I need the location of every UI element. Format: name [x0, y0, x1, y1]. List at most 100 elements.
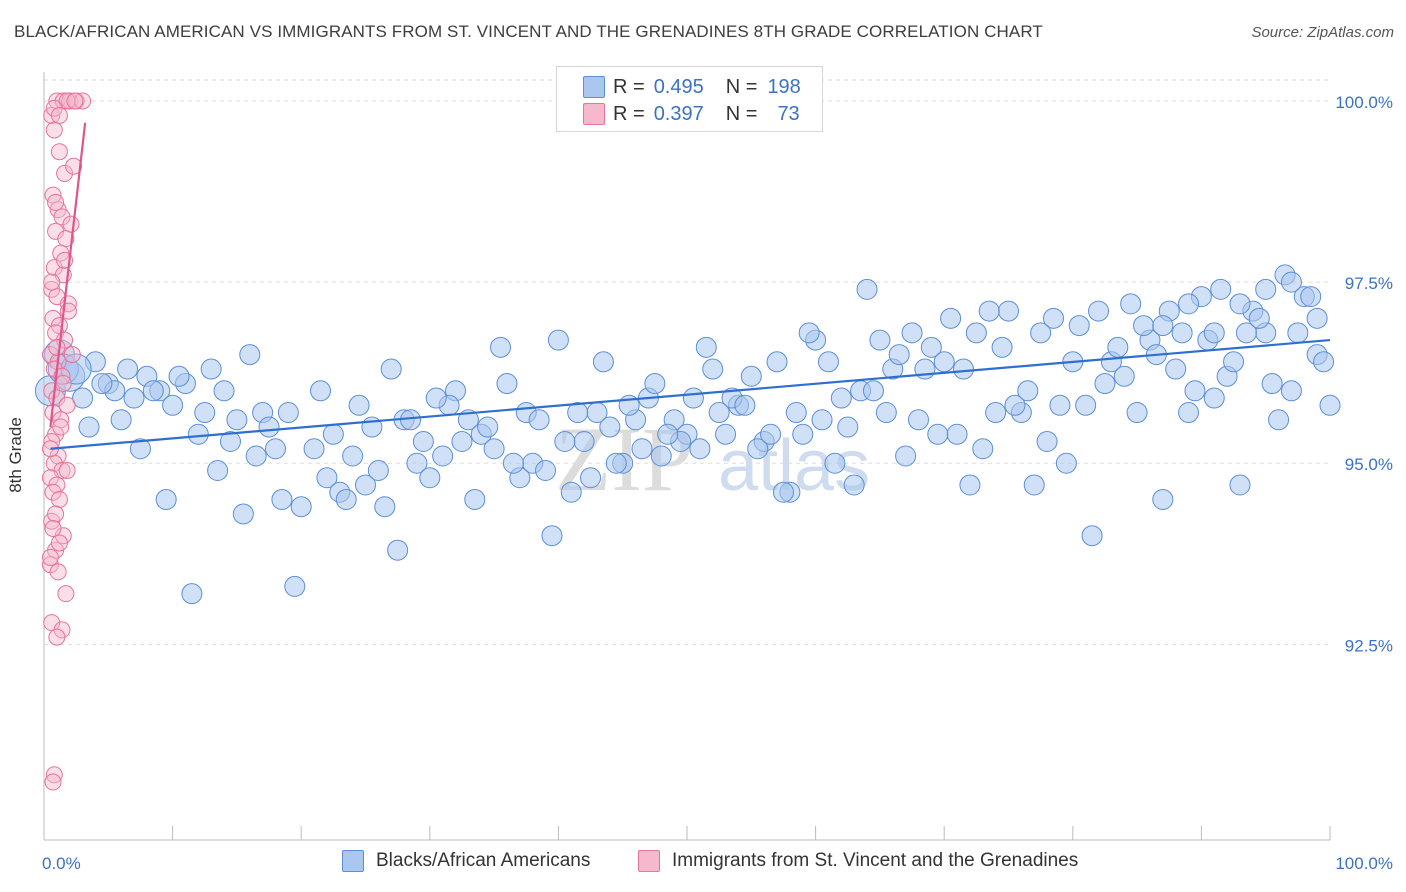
data-point-blacks: [226, 409, 248, 431]
data-point-blacks: [387, 539, 409, 561]
data-point-blacks: [541, 525, 563, 547]
data-point-immigrants: [45, 121, 63, 139]
data-point-blacks: [271, 488, 293, 510]
data-point-blacks: [1030, 322, 1052, 344]
data-point-blacks: [927, 423, 949, 445]
data-point-blacks: [219, 431, 241, 453]
data-point-immigrants: [50, 143, 68, 161]
data-point-blacks: [1120, 293, 1142, 315]
data-point-blacks: [168, 365, 190, 387]
data-point-immigrants: [62, 215, 80, 233]
data-point-blacks: [477, 416, 499, 438]
data-point-blacks: [1184, 380, 1206, 402]
data-point-blacks: [496, 373, 518, 395]
y-tick-label: 95.0%: [1345, 455, 1393, 474]
data-point-blacks: [303, 438, 325, 460]
data-point-blacks: [715, 423, 737, 445]
data-point-immigrants: [56, 164, 74, 182]
data-point-blacks: [650, 445, 672, 467]
data-point-blacks: [644, 373, 666, 395]
data-point-blacks: [1268, 409, 1290, 431]
data-point-blacks: [1165, 358, 1187, 380]
legend-r-label: R =: [613, 102, 645, 125]
data-point-blacks: [342, 445, 364, 467]
data-point-blacks: [817, 351, 839, 373]
grid-lines: [44, 79, 1330, 645]
legend-swatch-pink: [638, 850, 660, 872]
data-point-blacks: [1229, 474, 1251, 496]
data-point-immigrants: [50, 490, 68, 508]
data-point-blacks: [110, 409, 132, 431]
data-point-blacks: [432, 445, 454, 467]
data-point-blacks: [1203, 322, 1225, 344]
axes: [43, 72, 1331, 841]
data-point-blacks: [1280, 271, 1302, 293]
data-point-blacks: [1280, 380, 1302, 402]
data-point-blacks: [1055, 452, 1077, 474]
data-point-immigrants: [49, 563, 67, 581]
data-point-blacks: [875, 402, 897, 424]
data-point-immigrants: [50, 534, 68, 552]
trend-line-blacks: [50, 338, 1331, 450]
data-point-blacks: [207, 459, 229, 481]
data-point-blacks: [1203, 387, 1225, 409]
data-point-blacks: [580, 467, 602, 489]
data-point-immigrants: [66, 92, 84, 110]
data-point-blacks: [91, 373, 113, 395]
data-point-blacks: [490, 336, 512, 358]
data-point-blacks: [702, 358, 724, 380]
data-point-blacks: [946, 423, 968, 445]
data-point-blacks: [367, 459, 389, 481]
data-point-blacks: [380, 358, 402, 380]
data-point-blacks: [406, 452, 428, 474]
data-point-blacks: [1261, 373, 1283, 395]
legend-r-label: R =: [613, 75, 645, 98]
data-point-blacks: [1113, 365, 1135, 387]
data-point-blacks: [1306, 307, 1328, 329]
data-point-blacks: [1075, 394, 1097, 416]
data-point-immigrants: [47, 505, 65, 523]
data-point-blacks: [1313, 351, 1335, 373]
data-point-blacks: [1133, 315, 1155, 337]
data-point-blacks: [599, 416, 621, 438]
data-point-blacks: [425, 387, 447, 409]
data-point-blacks: [1017, 380, 1039, 402]
trend-lines: [49, 122, 1331, 450]
data-point-blacks: [316, 467, 338, 489]
data-point-blacks: [187, 423, 209, 445]
data-point-blacks: [766, 351, 788, 373]
data-point-immigrants: [48, 628, 66, 646]
data-point-blacks: [824, 452, 846, 474]
data-point-blacks: [213, 380, 235, 402]
data-point-immigrants: [44, 773, 62, 791]
data-point-blacks: [734, 394, 756, 416]
data-point-immigrants: [44, 309, 62, 327]
data-point-immigrants: [47, 324, 65, 342]
data-point-blacks: [155, 488, 177, 510]
data-point-blacks: [1319, 394, 1341, 416]
data-point-blacks: [888, 344, 910, 366]
data-point-blacks: [1171, 322, 1193, 344]
legend-r-value: 0.397: [653, 102, 704, 125]
data-point-blacks: [862, 380, 884, 402]
data-point-blacks: [412, 431, 434, 453]
data-point-blacks: [290, 496, 312, 518]
data-point-immigrants: [47, 193, 65, 211]
data-point-blacks: [592, 351, 614, 373]
data-point-blacks: [232, 503, 254, 525]
legend-item-blacks[interactable]: Blacks/African Americans: [342, 850, 590, 872]
data-point-blacks: [322, 423, 344, 445]
data-point-blacks: [772, 481, 794, 503]
legend-label-blacks: Blacks/African Americans: [376, 850, 591, 871]
data-point-blacks: [747, 438, 769, 460]
legend-item-immigrants[interactable]: Immigrants from St. Vincent and the Gren…: [638, 850, 1078, 872]
data-point-blacks: [972, 438, 994, 460]
y-tick-label: 92.5%: [1345, 636, 1393, 655]
data-point-blacks: [502, 452, 524, 474]
data-point-blacks: [689, 438, 711, 460]
source-label: Source: ZipAtlas.com: [1251, 24, 1394, 41]
correlation-legend: R = 0.495 N = 198 R = 0.397 N = 73: [556, 66, 823, 132]
data-point-blacks: [419, 467, 441, 489]
legend-r-value: 0.495: [653, 75, 704, 98]
data-point-blacks: [837, 416, 859, 438]
